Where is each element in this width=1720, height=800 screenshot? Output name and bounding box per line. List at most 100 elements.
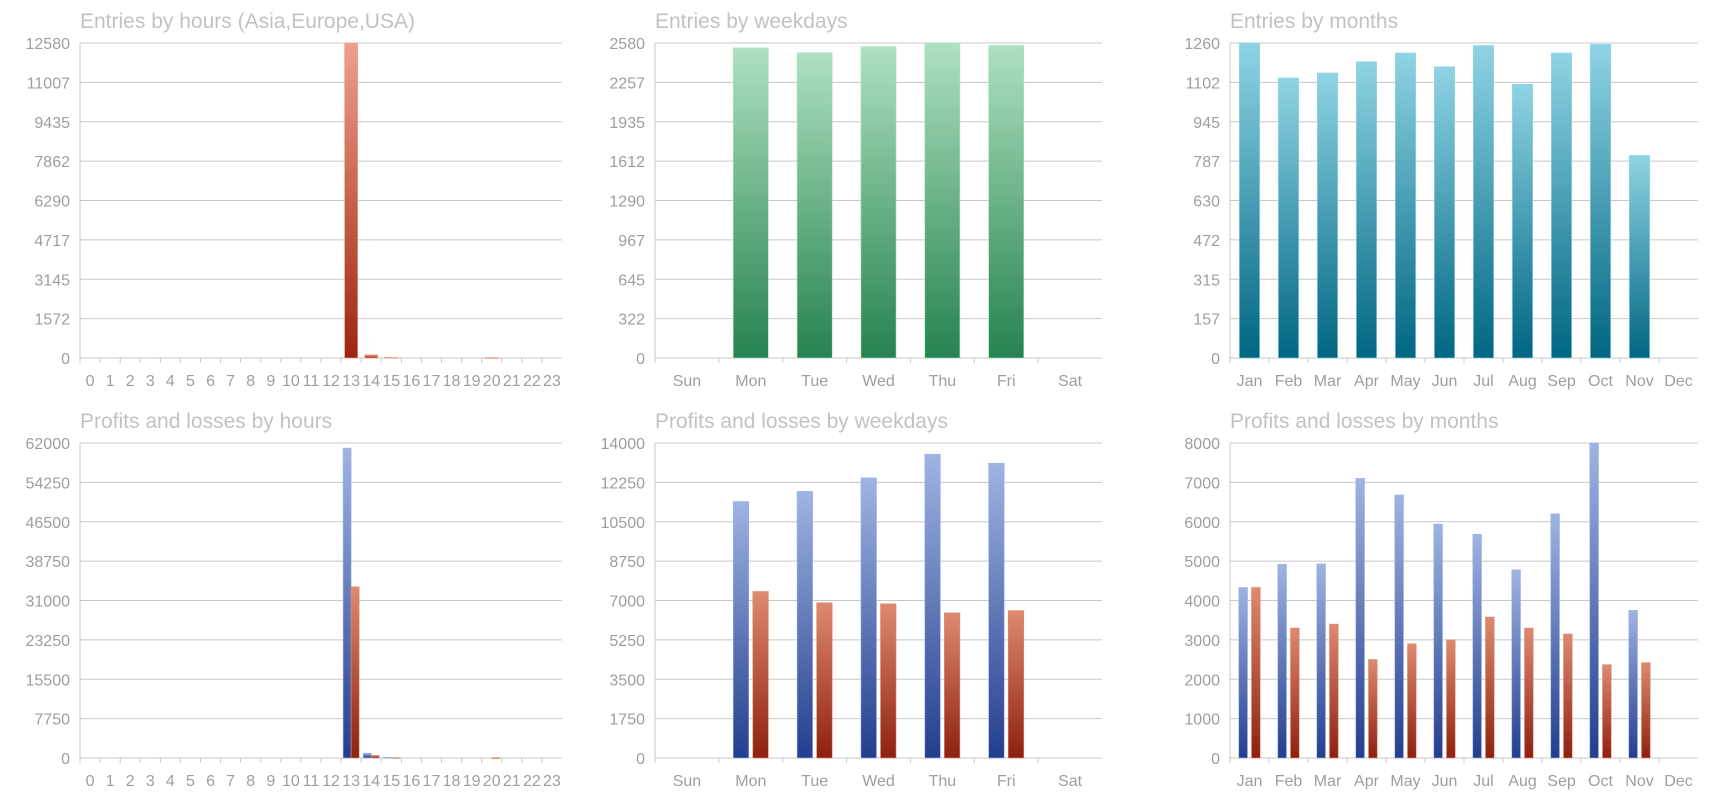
chart-title: Entries by hours (Asia,Europe,USA)	[80, 10, 415, 33]
bar	[1368, 659, 1378, 759]
bar	[860, 46, 897, 359]
bar	[342, 447, 352, 759]
y-tick-label: 6000	[1184, 515, 1220, 532]
x-tick-label: 23	[543, 373, 561, 390]
x-tick-label: Oct	[1588, 773, 1613, 790]
bar	[988, 45, 1025, 359]
x-tick-label: Dec	[1664, 773, 1692, 790]
bar	[1472, 534, 1482, 759]
x-tick-label: Thu	[929, 773, 957, 790]
x-tick-label: Sep	[1547, 373, 1576, 390]
y-tick-label: 12250	[601, 475, 646, 492]
x-tick-label: Feb	[1275, 373, 1303, 390]
bar	[1512, 83, 1533, 359]
bar	[796, 491, 813, 759]
y-tick-label: 54250	[26, 475, 71, 492]
x-tick-label: Mar	[1314, 773, 1342, 790]
bar	[1434, 66, 1455, 359]
x-tick-label: 8	[246, 773, 255, 790]
x-tick-label: Jun	[1432, 373, 1458, 390]
bar	[988, 462, 1005, 759]
x-tick-label: Fri	[997, 773, 1016, 790]
x-tick-label: 12	[322, 373, 340, 390]
bar	[1551, 52, 1572, 359]
y-tick-label: 1000	[1184, 712, 1220, 729]
y-tick-label: 630	[1193, 194, 1220, 211]
x-tick-label: Wed	[862, 773, 895, 790]
y-tick-label: 967	[618, 233, 645, 250]
bar	[1590, 43, 1611, 359]
bar	[944, 612, 961, 759]
bar	[924, 42, 961, 359]
bar	[1316, 563, 1326, 759]
x-tick-label: 17	[423, 373, 441, 390]
x-tick-label: 21	[503, 773, 521, 790]
y-tick-label: 2000	[1184, 672, 1220, 689]
x-tick-label: Apr	[1354, 373, 1380, 390]
y-tick-label: 9435	[34, 115, 70, 132]
bar	[1239, 42, 1260, 359]
x-tick-label: Sep	[1547, 773, 1576, 790]
y-tick-label: 3145	[34, 272, 70, 289]
bar	[344, 42, 358, 359]
x-tick-label: Fri	[997, 373, 1016, 390]
bar	[1277, 563, 1287, 759]
y-tick-label: 0	[636, 351, 645, 368]
x-tick-label: 6	[206, 773, 215, 790]
y-tick-label: 0	[61, 351, 70, 368]
y-tick-label: 31000	[26, 594, 71, 611]
chart-title: Profits and losses by hours	[80, 410, 332, 433]
y-tick-label: 1612	[609, 154, 645, 171]
x-tick-label: Nov	[1625, 373, 1653, 390]
y-tick-label: 10500	[601, 515, 646, 532]
y-tick-label: 14000	[601, 436, 646, 453]
x-tick-label: 5	[186, 773, 195, 790]
y-tick-label: 2580	[609, 36, 645, 53]
bar	[1355, 478, 1365, 759]
x-tick-label: Sat	[1058, 373, 1083, 390]
y-tick-label: 0	[1211, 751, 1220, 768]
x-tick-label: 2	[126, 373, 135, 390]
x-tick-label: Jul	[1473, 773, 1493, 790]
bar	[1511, 569, 1521, 759]
bar	[1317, 72, 1338, 359]
x-tick-label: 14	[362, 773, 380, 790]
x-tick-label: 15	[382, 773, 400, 790]
bar	[1641, 662, 1651, 759]
x-tick-label: Wed	[862, 373, 895, 390]
chart-1: Entries by hours (Asia,Europe,USA)015723…	[26, 10, 562, 390]
x-tick-label: 5	[186, 373, 195, 390]
y-tick-label: 7862	[34, 154, 70, 171]
x-tick-label: 10	[282, 373, 300, 390]
x-tick-label: Nov	[1625, 773, 1653, 790]
y-tick-label: 1102	[1186, 75, 1221, 92]
bar	[924, 453, 941, 759]
x-tick-label: 11	[303, 773, 320, 790]
x-tick-label: Mon	[735, 373, 766, 390]
bar	[860, 477, 877, 759]
x-tick-label: Sat	[1058, 773, 1083, 790]
y-tick-label: 8000	[1184, 436, 1220, 453]
x-tick-label: Aug	[1508, 773, 1536, 790]
bar	[384, 357, 399, 359]
bar	[1602, 664, 1612, 759]
x-tick-label: Sun	[673, 373, 701, 390]
bar	[1395, 52, 1416, 359]
bar	[1394, 494, 1404, 759]
y-tick-label: 2257	[609, 75, 645, 92]
y-tick-label: 645	[618, 272, 645, 289]
x-tick-label: 0	[86, 773, 95, 790]
y-tick-label: 62000	[26, 436, 71, 453]
x-tick-label: Mar	[1314, 373, 1342, 390]
x-tick-label: Jan	[1237, 773, 1263, 790]
bar	[382, 757, 392, 759]
bar	[1589, 442, 1599, 759]
x-tick-label: 11	[303, 373, 320, 390]
x-tick-label: 23	[543, 773, 561, 790]
bar	[1007, 610, 1025, 759]
chart-title: Profits and losses by months	[1230, 410, 1498, 433]
x-tick-label: 22	[523, 373, 541, 390]
bar	[491, 757, 501, 759]
bar	[362, 752, 372, 759]
